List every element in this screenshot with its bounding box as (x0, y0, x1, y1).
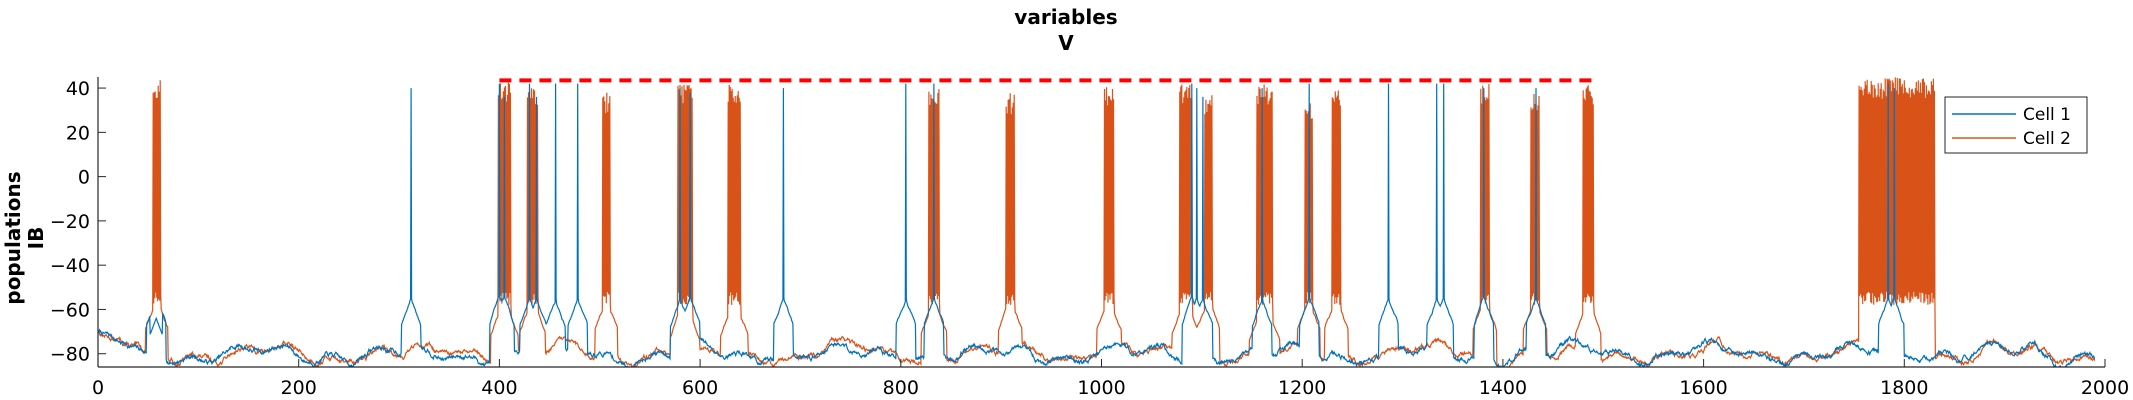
x-tick-label: 400 (481, 377, 517, 399)
legend-box (1944, 96, 2088, 154)
y-tick-label: −20 (50, 211, 90, 233)
plot-area (98, 77, 2095, 367)
x-tick-label: 1000 (1077, 377, 1125, 399)
x-tick-label: 200 (281, 377, 317, 399)
x-tick-label: 1200 (1278, 377, 1326, 399)
x-tick-label: 1600 (1679, 377, 1727, 399)
x-tick-label: 1400 (1479, 377, 1527, 399)
y-tick-label: −40 (50, 255, 90, 277)
y-axis-label-line2: IB (24, 227, 48, 250)
legend: Cell 1 Cell 2 (1944, 96, 2088, 154)
series-line-cell-1 (98, 83, 2095, 367)
chart-title: variables (1014, 5, 1117, 29)
series-line-cell-2 (98, 77, 2095, 367)
y-tick-label: 40 (66, 78, 90, 100)
x-tick-label: 1800 (1880, 377, 1928, 399)
y-tick-label: 0 (78, 167, 90, 189)
x-tick-label: 600 (682, 377, 718, 399)
y-tick-label: −60 (50, 299, 90, 321)
y-axis-label-line1: populations (1, 171, 25, 304)
legend-label-cell-1: Cell 1 (2023, 105, 2071, 125)
legend-label-cell-2: Cell 2 (2023, 129, 2071, 149)
y-tick-label: −80 (50, 344, 90, 366)
x-tick-label: 800 (883, 377, 919, 399)
y-axis-label-group: populations IB (1, 171, 48, 304)
y-ticks: −80 −60 −40 −20 0 20 40 (50, 78, 106, 366)
x-ticks: 0 200 400 600 800 1000 1200 1400 1600 1800 2000 (92, 359, 2129, 399)
axes: 0 200 400 600 800 1000 1200 1400 1600 1800 2000 −8… (50, 77, 2129, 399)
x-tick-label: 0 (92, 377, 104, 399)
chart-subtitle: V (1058, 31, 1074, 55)
y-tick-label: 20 (66, 122, 90, 144)
x-tick-label: 2000 (2081, 377, 2129, 399)
